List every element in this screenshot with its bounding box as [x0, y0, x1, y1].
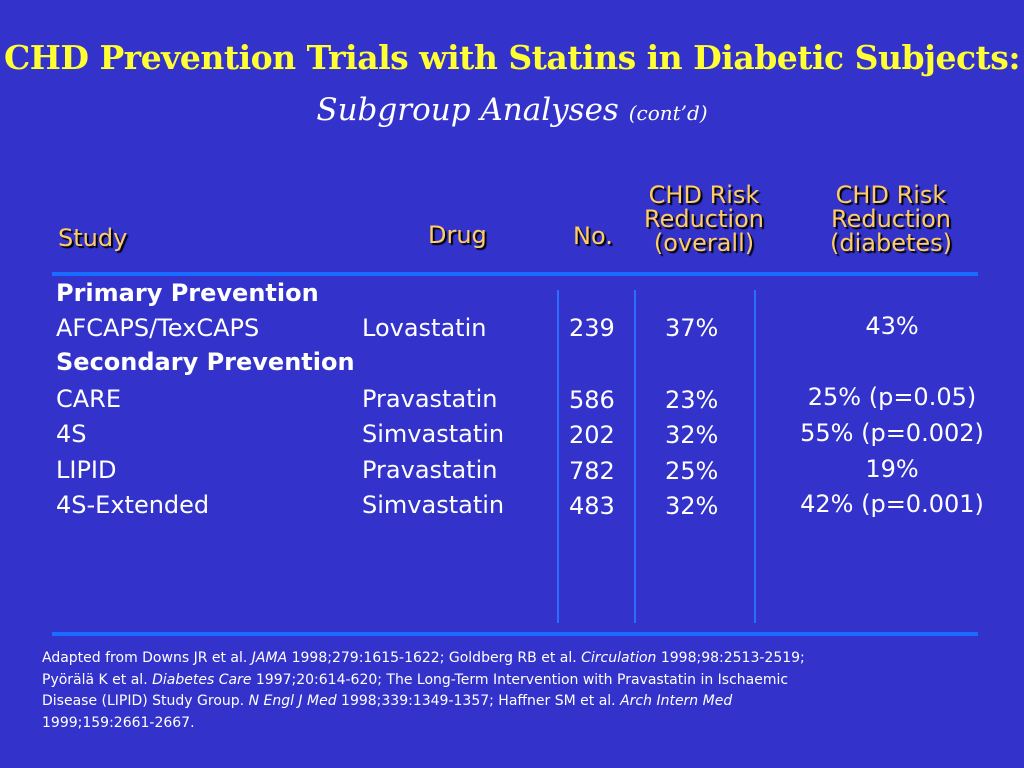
header-divider [52, 272, 978, 276]
footnote-text: Adapted from Downs JR et al. [42, 650, 252, 666]
footnote-text: 1999;159:2661-2667. [42, 714, 195, 731]
table-cell-diabetes: 19% [865, 455, 919, 483]
header-no: No. [573, 222, 613, 250]
header-overall-line3: (overall) [653, 229, 755, 257]
table-cell-diabetes: 25% (p=0.05) [807, 383, 977, 411]
column-divider-1 [557, 290, 559, 623]
subtitle-contd: (cont’d) [628, 101, 708, 125]
table-cell-drug: Simvastatin [362, 420, 505, 448]
slide-title: CHD Prevention Trials with Statins in Di… [3, 38, 1021, 77]
table-cell-study: 4S-Extended [56, 491, 210, 519]
table-cell-no: 202 [569, 421, 615, 449]
table-cell-overall: 32% [665, 421, 719, 449]
header-diabetes-line3: (diabetes) [829, 229, 952, 257]
table-cell-study: LIPID [56, 456, 117, 484]
footnote-text: 1998;279:1615-1622; Goldberg RB et al. [287, 650, 582, 666]
table-cell-study: CARE [56, 385, 122, 413]
column-divider-3 [754, 290, 756, 623]
section-primary: Primary Prevention [56, 279, 319, 307]
footnote-text: 1997;20:614-620; The Long-Term Intervent… [42, 671, 789, 710]
header-diabetes-line1: CHD Risk [835, 181, 947, 209]
footnote-text: 1998;98:2513-2519; Pyörälä K et al. [42, 650, 805, 688]
footnote-journal: Circulation [581, 650, 657, 666]
header-diabetes-line2: Reduction [831, 205, 951, 233]
header-overall-line1: CHD Risk [648, 181, 760, 209]
footnote-journal: JAMA [251, 650, 288, 666]
table-cell-overall: 32% [665, 492, 719, 520]
footnote-journal: Diabetes Care [152, 671, 252, 688]
footnote-text: 1998;339:1349-1357; Haffner SM et al. [336, 693, 621, 709]
header-drug: Drug [428, 221, 487, 249]
table-cell-diabetes: 55% (p=0.002) [800, 419, 984, 447]
table-cell-study: 4S [56, 420, 87, 448]
table-cell-no: 483 [569, 492, 615, 520]
table-cell-drug: Pravastatin [362, 385, 498, 413]
table-cell-overall: 37% [665, 314, 719, 342]
table-cell-overall: 25% [665, 457, 719, 485]
table-cell-overall: 23% [665, 386, 719, 414]
footer-divider [52, 632, 978, 636]
table-cell-drug: Simvastatin [362, 491, 505, 519]
table-cell-no: 239 [569, 314, 615, 342]
header-overall: CHD Risk Reduction (overall) [622, 183, 786, 255]
slide-subtitle: Subgroup Analyses (cont’d) [0, 92, 1024, 128]
table-cell-drug: Lovastatin [362, 314, 487, 342]
table-cell-diabetes: 42% (p=0.001) [800, 490, 984, 518]
footnote-journal: N Engl J Med [248, 693, 337, 709]
subtitle-main: Subgroup Analyses [316, 92, 619, 128]
header-study: Study [58, 224, 128, 252]
section-secondary: Secondary Prevention [56, 348, 355, 376]
footnote-journal: Arch Intern Med [620, 693, 733, 709]
column-divider-2 [634, 290, 636, 623]
table-cell-diabetes: 43% [865, 312, 919, 340]
reference-footnote: Adapted from Downs JR et al. JAMA 1998;2… [42, 648, 832, 734]
table-cell-no: 586 [569, 386, 615, 414]
table-cell-study: AFCAPS/TexCAPS [56, 314, 260, 342]
table-cell-drug: Pravastatin [362, 456, 498, 484]
header-diabetes: CHD Risk Reduction (diabetes) [806, 183, 976, 255]
header-overall-line2: Reduction [644, 205, 764, 233]
table-cell-no: 782 [569, 457, 615, 485]
